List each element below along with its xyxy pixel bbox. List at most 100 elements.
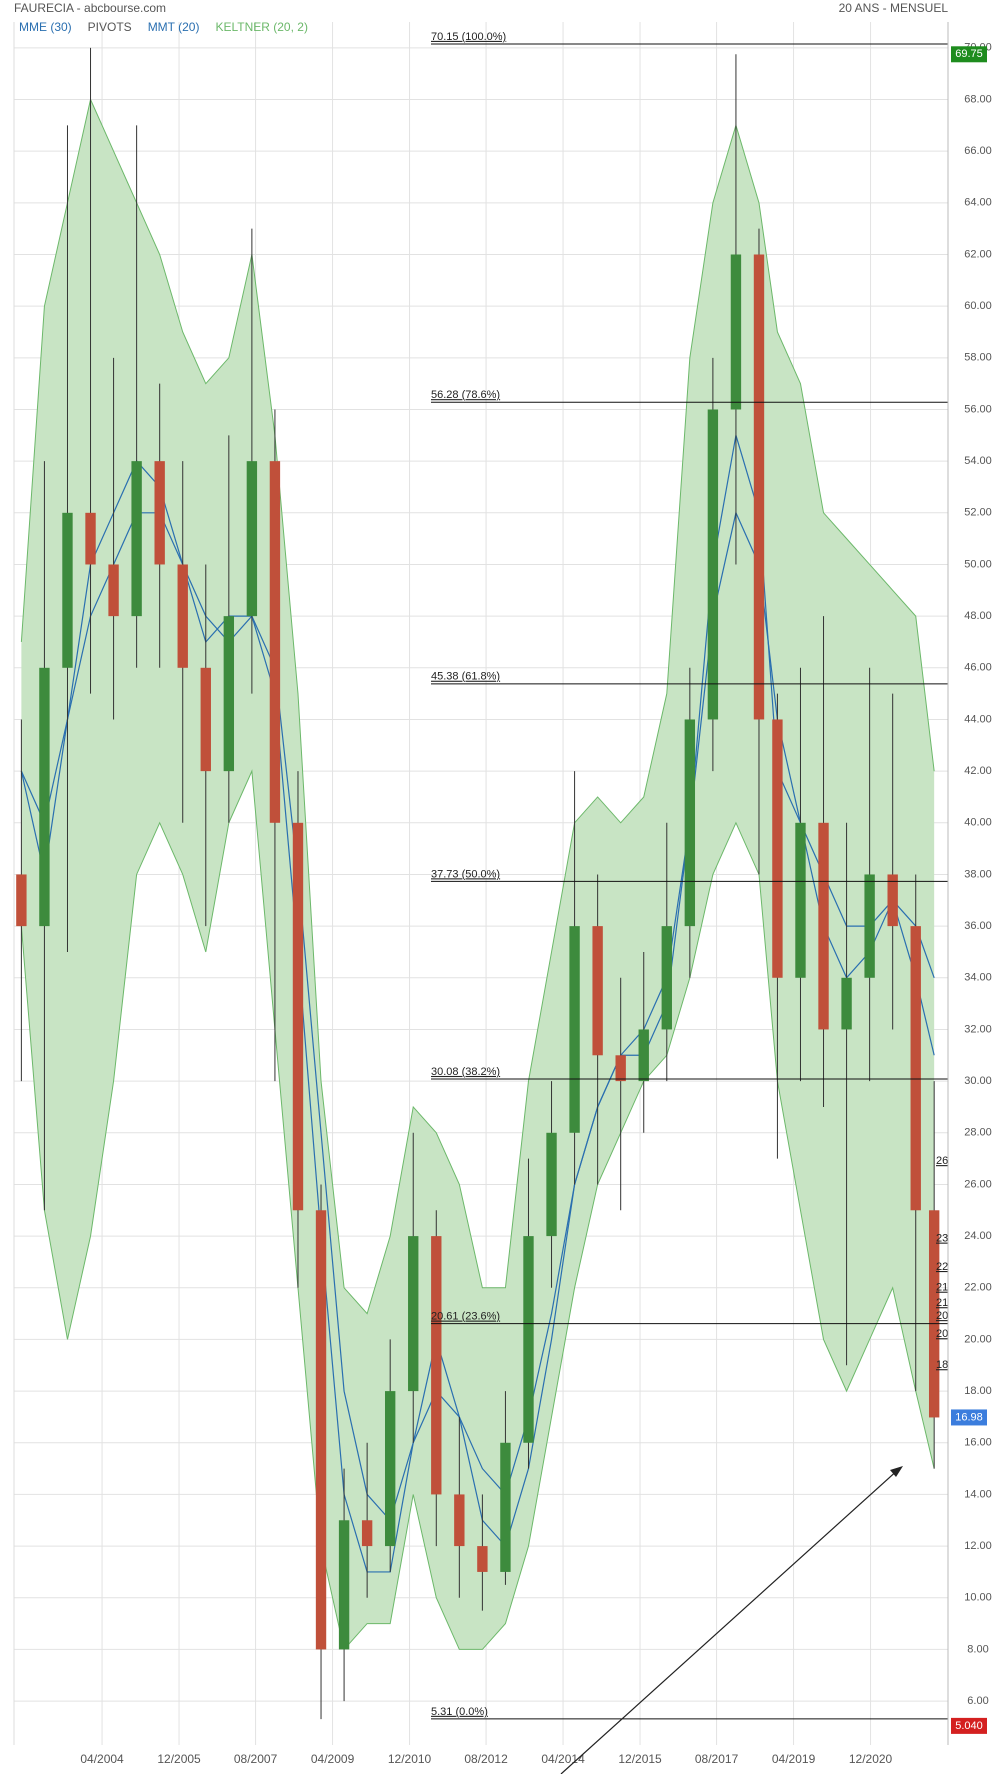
pivot-label: 26 (936, 1155, 948, 1167)
candle-body (910, 926, 921, 1211)
y-tick-label: 16.00 (964, 1437, 992, 1449)
pivot-label: 23 (936, 1233, 948, 1245)
pivot-label: 21 (936, 1297, 948, 1309)
candles (16, 47, 940, 1720)
y-tick-label: 10.00 (964, 1592, 992, 1604)
candle-body (361, 1520, 373, 1547)
fib-label: 20.61 (23.6%) (431, 1311, 500, 1323)
x-tick-label: 08/2017 (695, 1752, 739, 1766)
pivot-label: 18 (936, 1359, 948, 1371)
legend-item: MME (30) (19, 20, 72, 34)
arrow-head (890, 1466, 903, 1477)
candle-body (795, 822, 806, 978)
y-tick-label: 68.00 (964, 93, 992, 105)
y-tick-label: 22.00 (964, 1282, 992, 1294)
fib-label: 56.28 (78.6%) (431, 389, 500, 401)
keltner-lower (20, 769, 935, 1651)
y-tick-label: 52.00 (964, 507, 992, 519)
y-tick-label: 62.00 (964, 248, 992, 260)
legend-item: KELTNER (20, 2) (215, 20, 307, 34)
price-tag-label: 69.75 (955, 48, 983, 60)
x-tick-label: 08/2012 (464, 1752, 508, 1766)
y-tick-label: 20.00 (964, 1333, 992, 1345)
axes: 6.00 8.00 10.00 12.00 14.00 16.00 18.00 20.00 22… (13, 22, 992, 1766)
candle-body (841, 977, 852, 1030)
candle-body (454, 1494, 465, 1547)
y-tick-label: 36.00 (964, 920, 992, 932)
candle-body (431, 1236, 442, 1495)
price-tag (951, 46, 987, 63)
candle-body (864, 874, 875, 978)
candle-body (223, 616, 235, 772)
candle-body (569, 926, 580, 1133)
candle-body (408, 1236, 419, 1392)
y-tick-label: 56.00 (964, 403, 992, 415)
y-tick-label: 48.00 (964, 610, 992, 622)
pivot-label: 20 (936, 1310, 948, 1322)
y-tick-label: 66.00 (964, 145, 992, 157)
y-tick-label: 50.00 (964, 558, 992, 570)
x-tick-label: 04/2004 (80, 1752, 124, 1766)
x-tick-label: 12/2020 (849, 1752, 893, 1766)
x-tick-label: 12/2010 (388, 1752, 432, 1766)
y-tick-label: 30.00 (964, 1075, 992, 1087)
candle-body (523, 1236, 534, 1443)
y-tick-label: 54.00 (964, 455, 992, 467)
y-tick-label: 12.00 (964, 1540, 992, 1552)
candle-body (39, 667, 50, 927)
candle-body (500, 1442, 511, 1572)
y-tick-label: 26.00 (964, 1178, 992, 1190)
y-tick-label: 58.00 (964, 352, 992, 364)
y-tick-label: 28.00 (964, 1127, 992, 1139)
candle-body (315, 1210, 327, 1650)
candle-body (338, 1520, 350, 1650)
y-tick-label: 8.00 (967, 1643, 988, 1655)
y-tick-label: 64.00 (964, 197, 992, 209)
y-tick-label: 42.00 (964, 765, 992, 777)
fib-label: 70.15 (100.0%) (431, 31, 506, 43)
candle-body (730, 254, 742, 410)
candle-body (592, 926, 603, 1056)
candle-body (154, 461, 165, 565)
y-tick-label: 14.00 (964, 1488, 992, 1500)
candle-body (384, 1391, 396, 1547)
candle-body (177, 564, 188, 668)
fibonacci: 70.15 (100.0%) 56.28 (78.6%) 45.38 (61.8%)… (431, 31, 948, 1720)
price-tag-label: 16.98 (955, 1411, 983, 1423)
x-tick-label: 04/2019 (772, 1752, 816, 1766)
x-tick-label: 12/2005 (157, 1752, 201, 1766)
y-tick-label: 38.00 (964, 868, 992, 880)
candle-body (16, 874, 27, 927)
arrow (560, 1467, 901, 1774)
pivot-label: 21 (936, 1282, 948, 1294)
fib-label: 45.38 (61.8%) (431, 671, 500, 683)
candle-body (684, 719, 696, 927)
candle-body (108, 564, 119, 617)
price-tag (951, 1717, 987, 1734)
y-tick-label: 32.00 (964, 1023, 992, 1035)
candle-body (753, 254, 765, 720)
price-tag (951, 1409, 987, 1426)
y-tick-label: 24.00 (964, 1230, 992, 1242)
fib-label: 30.08 (38.2%) (431, 1066, 500, 1078)
legend-item: MMT (20) (148, 20, 200, 34)
legend-item: PIVOTS (88, 20, 132, 34)
x-tick-label: 08/2007 (234, 1752, 278, 1766)
candle-body (477, 1546, 488, 1572)
candle-body (269, 461, 281, 823)
candle-body (546, 1132, 557, 1237)
fib-label: 5.31 (0.0%) (431, 1706, 488, 1718)
y-tick-label: 44.00 (964, 713, 992, 725)
candle-body (246, 461, 258, 617)
y-tick-label: 34.00 (964, 972, 992, 984)
candle-body (200, 667, 211, 772)
y-tick-label: 46.00 (964, 662, 992, 674)
pivot-label: 20 (936, 1328, 948, 1340)
chart-title: FAURECIA - abcbourse.com (14, 1, 166, 15)
candle-body (928, 1210, 940, 1418)
x-tick-label: 12/2015 (618, 1752, 662, 1766)
candle-body (707, 409, 719, 720)
candle-body (131, 461, 142, 617)
candle-body (818, 822, 829, 1030)
fib-label: 37.73 (50.0%) (431, 868, 500, 880)
